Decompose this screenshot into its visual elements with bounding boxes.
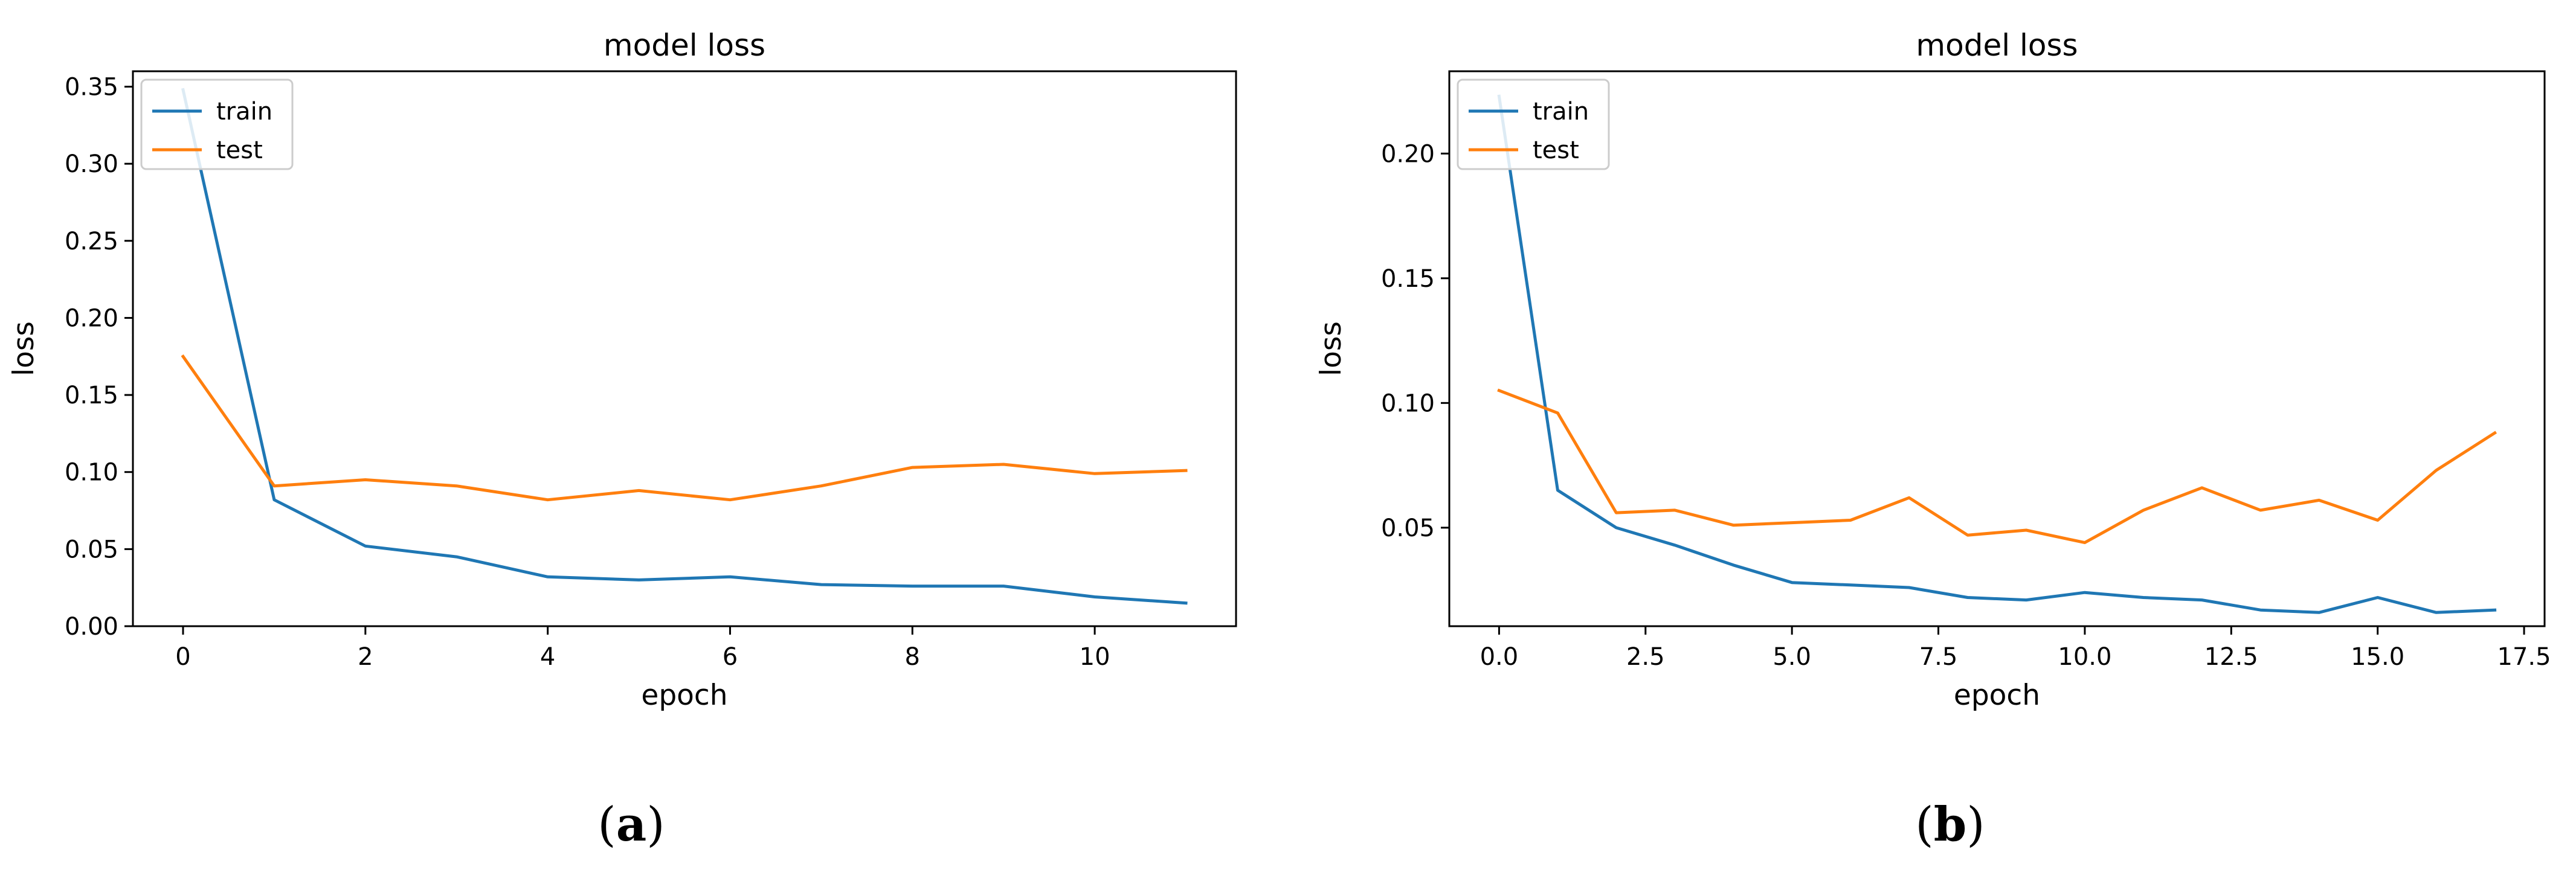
chart-a-xtick-label: 6 (723, 643, 738, 671)
chart-a-ytick-label: 0.05 (65, 536, 118, 563)
chart-a-ytick-label: 0.10 (65, 459, 118, 487)
chart-a-series-test (181, 354, 1188, 502)
chart-a-series-train (181, 88, 1188, 605)
chart-b-series-test (1497, 388, 2497, 545)
chart-b-xtick-label: 17.5 (2497, 643, 2551, 671)
chart-panel-a: 0 2 4 6 8 10 0.00 0.05 0.10 0.15 0.20 0.25 0.30 0.35 m… (7, 28, 1237, 712)
chart-b-legend-box (1457, 79, 1610, 170)
chart-b-xtick-label: 0.0 (1480, 643, 1519, 671)
chart-b-legend-label-train: train (1533, 98, 1589, 126)
chart-a-xtick-label: 2 (358, 643, 373, 671)
chart-a-ytick-label: 0.35 (65, 74, 118, 101)
chart-b-ylabel: loss (1315, 321, 1348, 376)
chart-b-legend-label-test: test (1533, 136, 1579, 164)
caption-b: (b) (1878, 797, 2023, 852)
chart-a-xtick-label: 0 (175, 643, 190, 671)
chart-b-ytick-label: 0.10 (1381, 389, 1435, 417)
chart-a-legend-box (140, 79, 294, 170)
chart-a-ylabel: loss (7, 321, 40, 376)
caption-b-letter: b (1933, 797, 1967, 852)
chart-b-legend: train test (1457, 79, 1610, 170)
chart-a-axes-frame (132, 70, 1237, 627)
chart-a-ytick-label: 0.20 (65, 304, 118, 332)
chart-b-ytick-label: 0.20 (1381, 140, 1435, 168)
chart-b-xtick-label: 15.0 (2351, 643, 2404, 671)
chart-panel-b: 0.0 2.5 5.0 7.5 10.0 12.5 15.0 17.5 0.05 0.10 0.15… (1315, 28, 2551, 712)
chart-a-ytick-label: 0.25 (65, 228, 118, 255)
caption-b-close: ) (1966, 798, 1985, 852)
chart-b-xtick-label: 12.5 (2204, 643, 2258, 671)
chart-a-title: model loss (604, 28, 765, 63)
chart-b-xlabel: epoch (1954, 679, 2040, 712)
chart-a-xtick-label: 8 (905, 643, 920, 671)
chart-a-xtick-label: 10 (1080, 643, 1110, 671)
chart-a-legend-label-test: test (216, 136, 263, 164)
chart-b-xtick-label: 2.5 (1626, 643, 1665, 671)
chart-a-legend-label-train: train (216, 98, 272, 126)
chart-b-ytick-label: 0.05 (1381, 514, 1435, 542)
chart-a-legend: train test (140, 79, 294, 170)
chart-b-xtick-label: 10.0 (2058, 643, 2111, 671)
chart-a-xtick-label: 4 (540, 643, 555, 671)
chart-a-xlabel: epoch (641, 679, 727, 712)
chart-b-title: model loss (1916, 28, 2078, 63)
chart-a-ytick-label: 0.30 (65, 150, 118, 178)
chart-b-ytick-label: 0.15 (1381, 265, 1435, 293)
chart-b-xtick-label: 7.5 (1919, 643, 1958, 671)
chart-a-ytick-label: 0.15 (65, 382, 118, 409)
caption-a-letter: a (616, 797, 647, 852)
chart-a-ytick-label: 0.00 (65, 613, 118, 641)
caption-a: (a) (559, 797, 704, 852)
caption-a-close: ) (646, 798, 665, 852)
caption-b-open: ( (1915, 798, 1934, 852)
chart-b-series-train (1497, 94, 2497, 614)
caption-a-open: ( (597, 798, 616, 852)
chart-b-xtick-label: 5.0 (1773, 643, 1811, 671)
chart-b-axes-frame (1448, 70, 2546, 627)
